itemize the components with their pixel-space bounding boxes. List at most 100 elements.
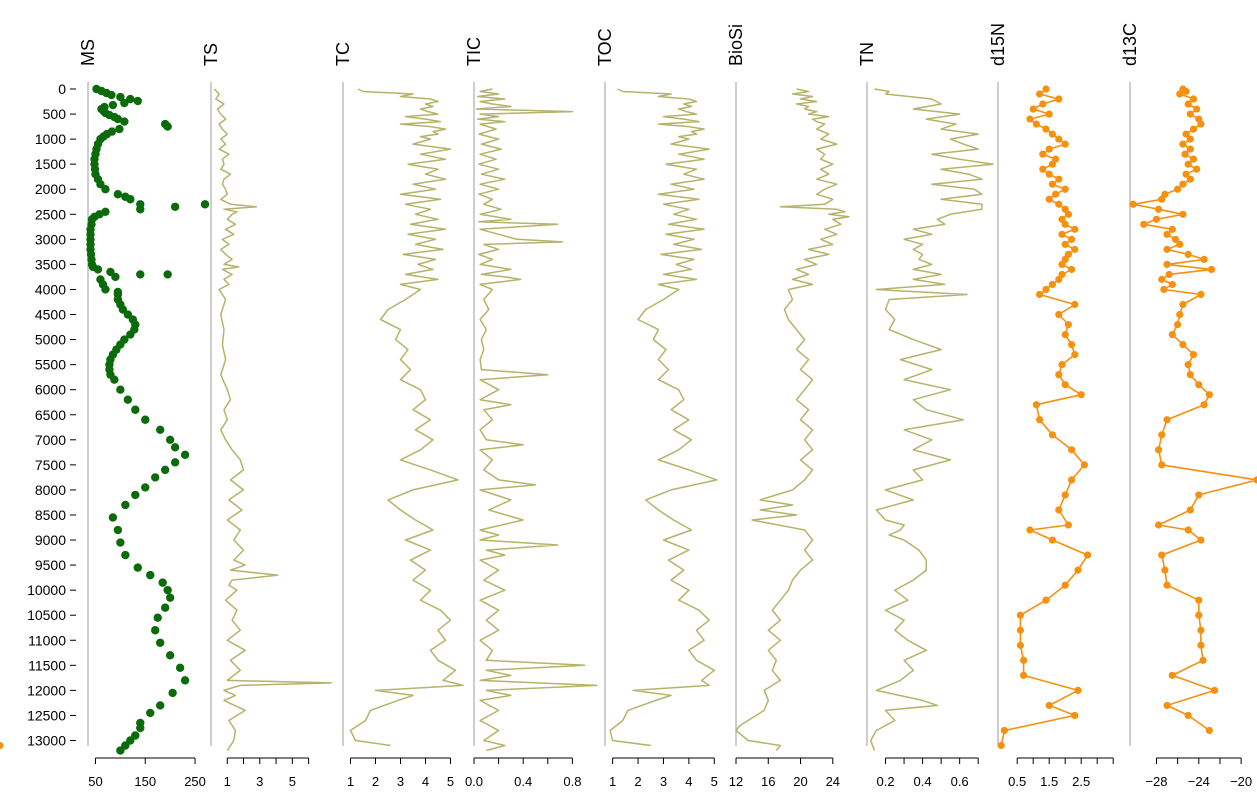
d13c-point-23 — [1158, 195, 1166, 203]
d13c-point-28 — [1140, 220, 1148, 228]
y-tick-label: 5000 — [35, 332, 66, 348]
d13c-point-26 — [1179, 210, 1187, 218]
ms-point-103 — [163, 585, 172, 595]
x-tick-label: −24 — [1188, 774, 1210, 789]
d13c-point-2 — [1176, 90, 1184, 98]
d15n-point-50 — [1061, 381, 1069, 389]
d13c-point-47 — [1179, 340, 1187, 349]
panel-title-d15n: d15N — [988, 23, 1008, 66]
ms-point-116 — [136, 723, 145, 733]
ms-point-98 — [116, 538, 125, 547]
ms-point-5 — [126, 94, 135, 104]
panel-title-biosi: BioSi — [726, 24, 746, 66]
d15n-point-20 — [1061, 185, 1069, 193]
d15n-point-27 — [1061, 220, 1069, 228]
d15n-point-10 — [1055, 135, 1063, 143]
d13c-point-16 — [1184, 160, 1192, 168]
d13c-point-21 — [1174, 185, 1182, 193]
d15n-point-16 — [1039, 165, 1047, 173]
d13c-point-49 — [1184, 361, 1192, 369]
d13c-point-30 — [1163, 230, 1171, 238]
d15n-point-66 — [1042, 596, 1050, 604]
ms-point-16 — [120, 117, 129, 126]
d13c-point-8 — [1197, 120, 1205, 128]
y-tick-label: 2000 — [35, 181, 66, 197]
d13c-point-66 — [1163, 581, 1171, 589]
panel-title-ms: MS — [78, 39, 98, 66]
x-tick-label: 0.8 — [563, 774, 581, 789]
d13c-point-34 — [1184, 250, 1192, 258]
d13c-point-56 — [1154, 446, 1163, 454]
x-tick-label: 2 — [372, 774, 379, 789]
d13c-point-31 — [1171, 235, 1180, 243]
d15n-point-70 — [1020, 656, 1028, 664]
ms-point-120 — [116, 746, 125, 755]
d15n-point-53 — [1036, 416, 1044, 424]
y-tick-label: 11000 — [28, 632, 66, 648]
d13c-point-68 — [1195, 611, 1203, 619]
d13c-point-24 — [1129, 200, 1137, 208]
d13c-point-25 — [1154, 205, 1163, 213]
ms-point-82 — [116, 385, 125, 394]
ms-point-34 — [113, 190, 123, 199]
d15n-point-25 — [1064, 210, 1072, 218]
series-line-toc — [609, 88, 718, 747]
ms-point-85 — [141, 415, 150, 424]
d13c-point-46 — [1168, 330, 1176, 339]
d13c-point-19 — [1186, 175, 1194, 183]
x-tick-label: 1 — [347, 774, 354, 789]
d13c-point-76 — [1205, 726, 1213, 735]
d15n-point-36 — [1068, 265, 1076, 274]
d15n-point-9 — [1048, 130, 1056, 138]
d15n-point-13 — [1039, 150, 1047, 158]
x-tick-label: 0.2 — [876, 774, 894, 789]
y-tick-label: 10000 — [27, 582, 66, 598]
d15n-point-3 — [1039, 100, 1047, 108]
d15n-point-68 — [1016, 626, 1024, 634]
d13c-point-3 — [1189, 95, 1198, 103]
d15n-point-61 — [1026, 526, 1034, 534]
ms-point-91 — [160, 465, 170, 475]
ms-point-55 — [93, 265, 103, 274]
ms-point-113 — [155, 701, 165, 710]
d13c-point-65 — [1161, 566, 1169, 574]
d13c-point-15 — [1189, 155, 1198, 163]
d13c-point-4 — [1184, 100, 1192, 108]
d15n-point-11 — [1061, 140, 1069, 148]
d15n-point-62 — [1048, 536, 1056, 544]
ms-point-96 — [108, 513, 118, 522]
x-tick-label: 1 — [224, 774, 231, 789]
d13c-point-36 — [1163, 260, 1171, 269]
d15n-point-47 — [1071, 351, 1079, 359]
y-tick-label: 4500 — [35, 307, 66, 323]
ms-point-7 — [120, 98, 129, 108]
d15n-point-59 — [1055, 506, 1063, 514]
d15n-point-21 — [1052, 190, 1060, 198]
d15n-point-40 — [1042, 285, 1050, 294]
y-tick-label: 13000 — [27, 733, 66, 749]
d13c-point-63 — [1197, 536, 1205, 544]
d13c-point-51 — [1195, 381, 1203, 389]
d15n-point-18 — [1055, 175, 1063, 183]
ms-point-97 — [113, 525, 123, 535]
d13c-point-72 — [1168, 671, 1176, 679]
panel-title-tc: TC — [333, 42, 353, 66]
d15n-point-67 — [1016, 611, 1024, 619]
x-tick-label: 2 — [634, 774, 641, 789]
d15n-point-74 — [1071, 711, 1079, 720]
y-tick-label: 8500 — [35, 507, 66, 523]
d15n-point-23 — [1055, 200, 1063, 208]
d13c-point-37 — [1207, 265, 1216, 274]
d15n-point-76 — [997, 741, 1005, 750]
d13c-point-73 — [1211, 686, 1219, 694]
d13c-point-39 — [1158, 275, 1166, 284]
d13c-point-12 — [1179, 140, 1187, 148]
d15n-point-63 — [1084, 551, 1092, 559]
y-tick-label: 1000 — [35, 131, 66, 147]
ms-point-88 — [170, 443, 180, 452]
d13c-point-62 — [1184, 526, 1192, 534]
y-tick-label: 3000 — [35, 231, 66, 247]
y-tick-label: 10500 — [27, 607, 66, 623]
